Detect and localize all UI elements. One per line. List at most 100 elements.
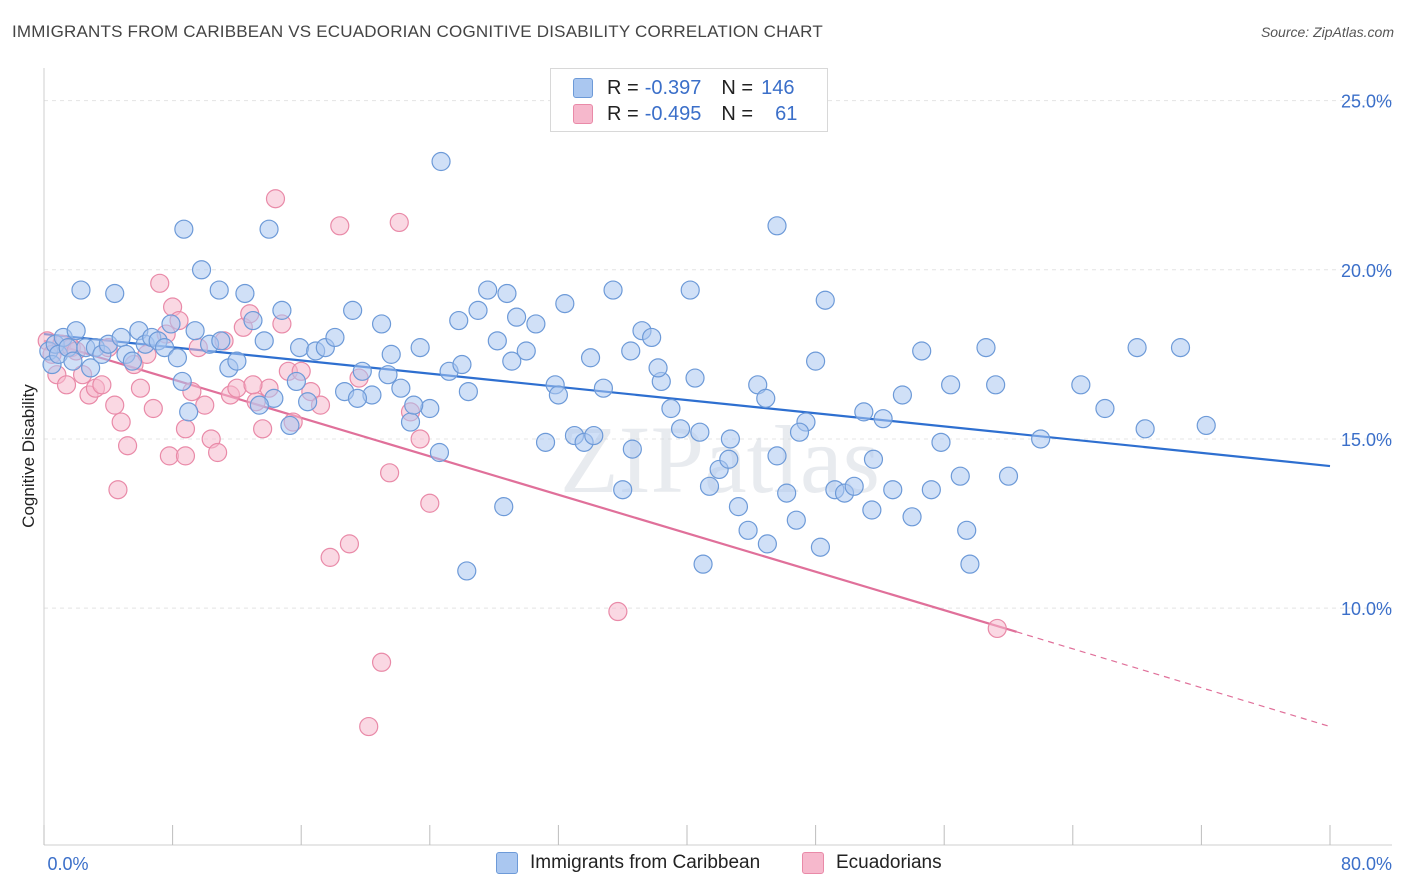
caribbean-point <box>347 388 368 408</box>
ecuadorian-point <box>92 375 112 395</box>
caribbean-point <box>621 341 641 361</box>
axes <box>43 68 1392 846</box>
caribbean-point <box>593 378 614 398</box>
caribbean-point <box>986 375 1006 395</box>
caribbean-point <box>235 283 255 304</box>
caribbean-point <box>815 290 835 310</box>
legend-n-value: 146 <box>761 76 795 99</box>
caribbean-trend-line <box>43 332 1331 468</box>
caribbean-point <box>449 310 469 331</box>
caribbean-point <box>431 151 451 172</box>
ecuadorian-point <box>359 716 379 737</box>
bottom-legend-swatch-blue <box>496 852 518 874</box>
legend-n-label: N = <box>721 102 754 125</box>
y-tick-label: 10.0% <box>1341 599 1392 619</box>
caribbean-point <box>873 409 893 429</box>
y-tick-label: 25.0% <box>1341 92 1392 112</box>
caribbean-point <box>728 497 749 517</box>
caribbean-point <box>494 497 514 517</box>
bottom-legend-ecuadorians: Ecuadorians <box>802 852 942 874</box>
ecuadorian-point <box>175 446 196 466</box>
caribbean-point <box>685 368 705 388</box>
caribbean-point <box>154 338 175 358</box>
caribbean-point <box>63 351 83 371</box>
caribbean-point <box>343 300 363 320</box>
legend-swatch-pink <box>573 104 593 124</box>
ecuadorian-point <box>265 189 286 209</box>
x-tick-label: 0.0% <box>47 854 88 874</box>
ecuadorian-point <box>150 273 170 293</box>
grid-lines <box>44 100 1392 609</box>
ecuadorian-point <box>253 419 273 439</box>
caribbean-point <box>767 216 787 236</box>
caribbean-point <box>767 446 787 466</box>
caribbean-point <box>457 561 477 581</box>
caribbean-point <box>603 280 623 300</box>
caribbean-point <box>931 432 951 452</box>
caribbean-point <box>404 395 424 415</box>
caribbean-point <box>902 507 922 527</box>
caribbean-point <box>720 429 741 449</box>
caribbean-point <box>548 385 569 405</box>
source-label: Source: ZipAtlas.com <box>1260 24 1394 40</box>
ecuadorian-point <box>130 378 151 398</box>
caribbean-point <box>661 398 681 419</box>
caribbean-point <box>298 392 318 412</box>
caribbean-point <box>777 483 797 503</box>
caribbean-point <box>690 422 710 442</box>
caribbean-point <box>738 520 758 540</box>
caribbean-point <box>174 219 194 239</box>
caribbean-point <box>172 371 192 392</box>
caribbean-point <box>81 358 101 378</box>
caribbean-point <box>185 321 205 341</box>
legend-row-ecuadorians: R = -0.495 N = 61 <box>573 102 797 126</box>
legend-r-label: R = <box>607 102 639 125</box>
y-tick-label: 20.0% <box>1341 261 1392 281</box>
caribbean-point <box>452 354 472 375</box>
ecuadorian-point <box>389 212 409 233</box>
caribbean-point <box>371 314 392 334</box>
caribbean-point <box>786 510 806 530</box>
bottom-legend-label: Ecuadorians <box>836 852 942 873</box>
ecuadorian-point <box>243 375 263 395</box>
caribbean-point <box>254 331 274 351</box>
caribbean-point <box>209 280 229 300</box>
caribbean-point <box>1127 338 1147 358</box>
caribbean-point <box>502 351 522 371</box>
bottom-legend-swatch-pink <box>802 852 824 874</box>
caribbean-point <box>458 381 478 402</box>
caribbean-point <box>497 283 517 304</box>
ecuadorian-point <box>111 412 131 432</box>
caribbean-point <box>259 219 279 239</box>
caribbean-point <box>161 314 181 334</box>
x-tick-label: 80.0% <box>1341 854 1392 874</box>
caribbean-point <box>863 449 884 469</box>
caribbean-point <box>410 338 430 358</box>
caribbean-point <box>810 537 831 557</box>
legend-n-label: N = <box>721 76 754 99</box>
caribbean-point <box>960 554 980 574</box>
ecuadorian-point <box>117 436 138 456</box>
caribbean-point <box>122 351 143 371</box>
stats-legend: R = -0.397 N = 146 R = -0.495 N = 61 <box>550 68 828 132</box>
caribbean-point <box>1135 419 1155 439</box>
legend-swatch-blue <box>573 78 593 98</box>
caribbean-point <box>613 480 633 500</box>
ecuadorian-point <box>410 429 430 449</box>
caribbean-point <box>179 402 199 422</box>
ecuadorian-point <box>195 395 215 415</box>
caribbean-point <box>757 534 777 554</box>
ecuadorian-point <box>420 493 440 513</box>
caribbean-point <box>227 351 247 371</box>
caribbean-point <box>468 300 488 320</box>
ecuadorian-trend-line <box>43 339 1017 633</box>
caribbean-point <box>699 476 720 496</box>
ecuadorian-trend-extension <box>1016 631 1331 728</box>
trend-lines <box>43 332 1331 728</box>
caribbean-point <box>400 412 421 432</box>
ecuadorian-point <box>208 442 228 463</box>
caribbean-point <box>950 466 970 486</box>
caribbean-point <box>286 371 306 392</box>
caribbean-point <box>352 361 372 381</box>
bottom-legend-label: Immigrants from Caribbean <box>530 852 761 873</box>
